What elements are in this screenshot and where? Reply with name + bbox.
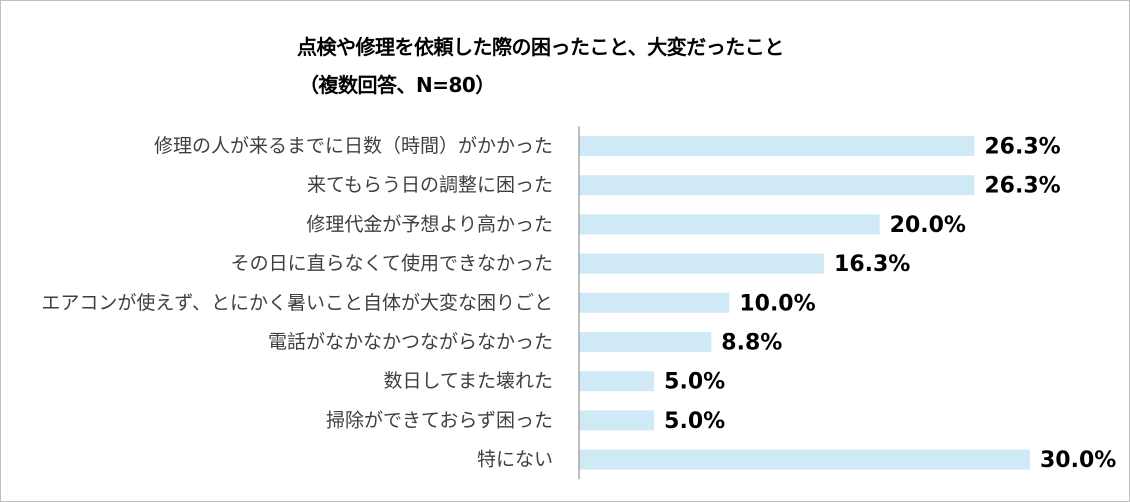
- value-label: 26.3%: [984, 174, 1060, 199]
- bar: [579, 175, 975, 196]
- bar: [579, 449, 1030, 470]
- value-label: 8.8%: [721, 331, 782, 356]
- category-label: 修理代金が予想より高かった: [306, 213, 553, 235]
- bar: [579, 136, 975, 156]
- category-label: 来てもらう日の調整に困った: [307, 174, 553, 196]
- bar: [579, 371, 655, 392]
- category-label: 特にない: [477, 449, 553, 471]
- bar: [579, 214, 880, 235]
- bar: [579, 410, 655, 431]
- value-label: 20.0%: [890, 213, 966, 238]
- category-label: 掃除ができておらず困った: [326, 409, 553, 431]
- value-label: 30.0%: [1040, 448, 1116, 473]
- category-label: 数日してまた壊れた: [384, 370, 553, 392]
- category-label: 電話がなかなかつながらなかった: [268, 331, 553, 353]
- category-label: エアコンが使えず、とにかく暑いこと自体が大変な困りごと: [41, 292, 553, 314]
- bar: [579, 253, 825, 274]
- value-label: 26.3%: [984, 135, 1060, 160]
- chart-subtitle: （複数回答、N=80）: [299, 73, 495, 97]
- value-label: 5.0%: [664, 409, 725, 434]
- chart-title: 点検や修理を依頼した際の困ったこと、大変だったこと: [297, 35, 784, 59]
- bar: [579, 292, 730, 313]
- category-label: 修理の人が来るまでに日数（時間）がかかった: [154, 135, 553, 157]
- bar: [579, 332, 712, 352]
- category-label: その日に直らなくて使用できなかった: [231, 253, 553, 275]
- value-label: 5.0%: [664, 370, 725, 395]
- value-label: 16.3%: [834, 252, 910, 277]
- value-label: 10.0%: [739, 291, 815, 316]
